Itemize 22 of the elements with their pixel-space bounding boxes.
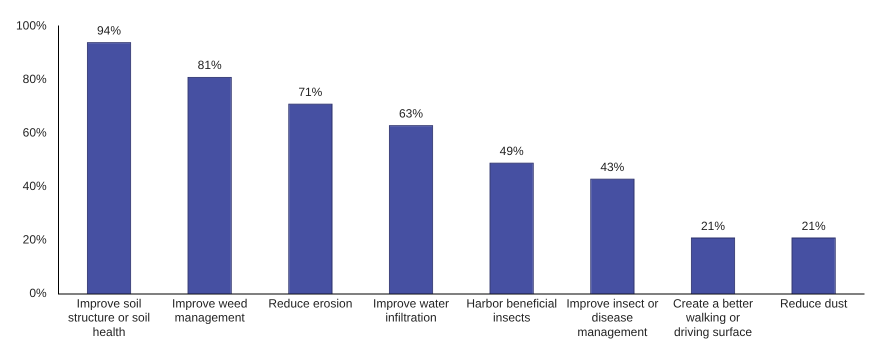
x-tick-label: Harbor beneficial insects: [466, 296, 558, 325]
data-label: 43%: [600, 160, 625, 174]
x-tick-label: Improve insect or disease management: [566, 296, 658, 340]
x-tick-label: Reduce dust: [780, 296, 848, 310]
y-tick-label: 40%: [22, 178, 48, 193]
data-label: 21%: [700, 218, 726, 233]
data-label: 71%: [298, 84, 323, 99]
y-tick-label: 80%: [22, 72, 48, 86]
x-tick-label: Create a better walking or driving surface: [672, 296, 754, 340]
y-tick-label: 20%: [22, 232, 48, 247]
data-label: 21%: [802, 218, 826, 233]
x-tick-label: Improve soil structure or soil health: [68, 296, 150, 340]
data-label: 94%: [97, 23, 122, 38]
y-tick-label: 100%: [16, 18, 48, 32]
x-tick-label: Improve weed management: [172, 296, 248, 325]
data-label: 63%: [399, 106, 424, 120]
data-label: 49%: [500, 144, 524, 158]
x-tick-label: Reduce erosion: [268, 296, 352, 310]
x-tick-label: Improve water infiltration: [373, 296, 450, 325]
y-tick-label: 0%: [29, 286, 48, 300]
data-label: 81%: [198, 58, 222, 72]
y-tick-label: 60%: [22, 125, 48, 140]
